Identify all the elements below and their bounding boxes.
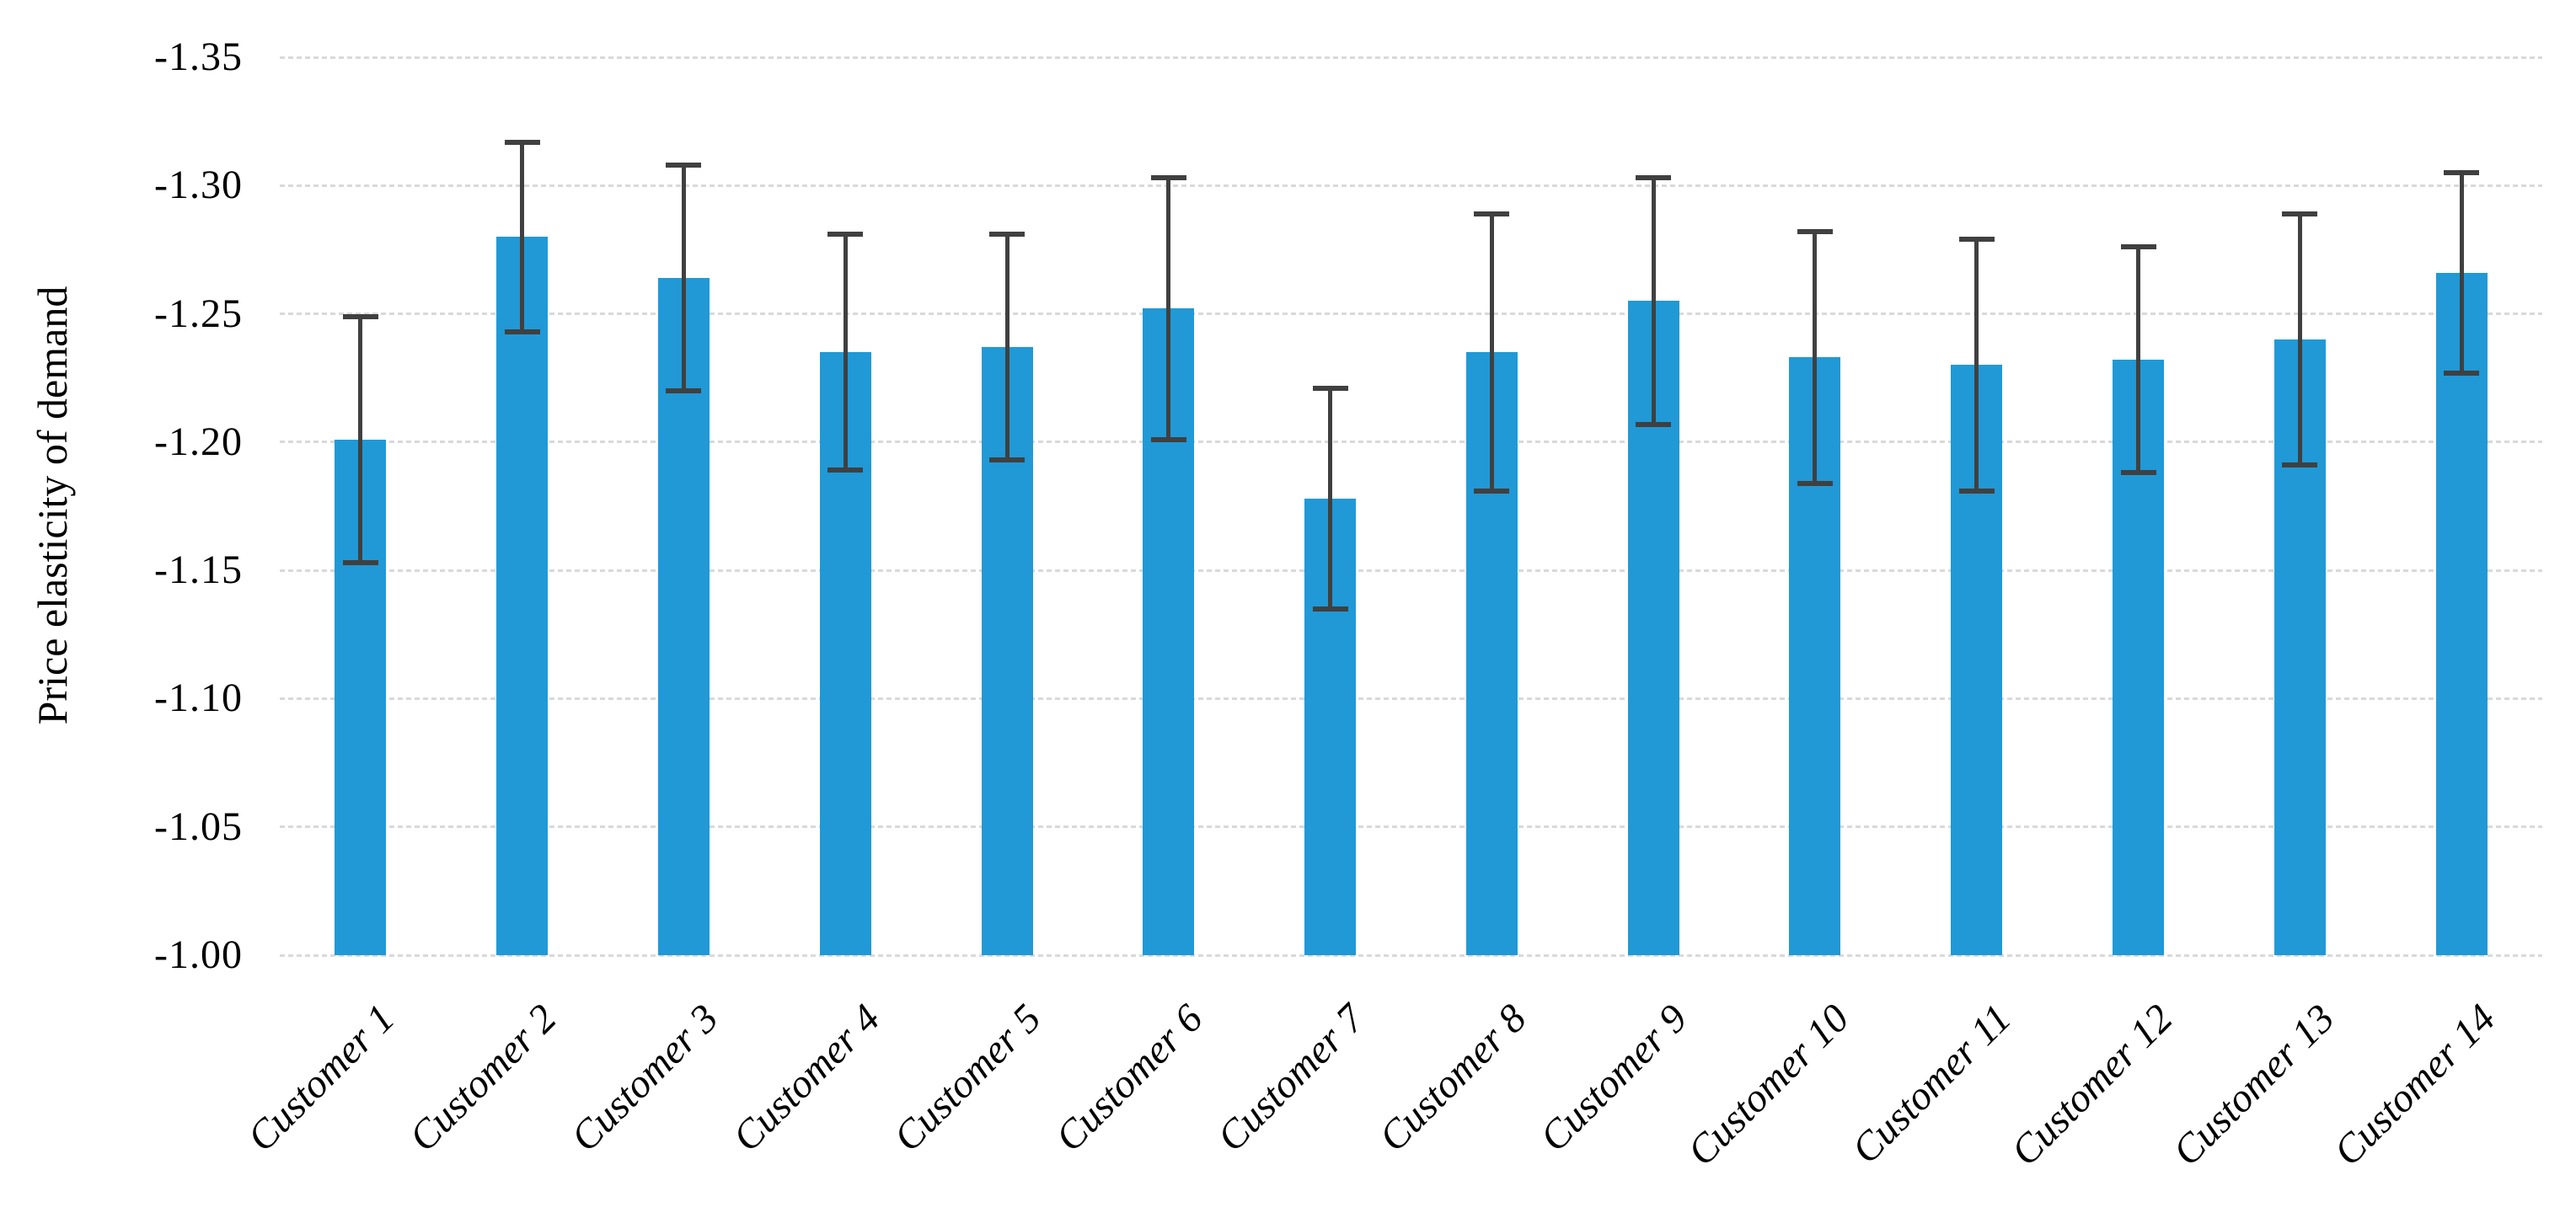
error-bar-top-cap: [342, 313, 378, 319]
gridline: [280, 825, 2542, 829]
x-axis-label-text: Customer 4: [724, 996, 889, 1161]
error-bar-bottom-cap: [504, 329, 540, 334]
error-bar-top-cap: [1312, 385, 1348, 391]
error-bar-line: [843, 234, 848, 471]
x-axis-label-text: Customer 8: [1370, 996, 1535, 1161]
error-bar-bottom-cap: [1797, 480, 1833, 486]
y-tick-label: -1.25: [154, 291, 243, 336]
error-bar-bottom-cap: [1474, 488, 1510, 494]
error-bar-top-cap: [1150, 175, 1186, 181]
x-axis-label-text: Customer 1: [238, 996, 404, 1161]
error-bar-bottom-cap: [342, 560, 378, 565]
error-bar-top-cap: [989, 232, 1026, 238]
error-bar-line: [520, 142, 525, 332]
y-tick-label: -1.10: [154, 676, 243, 721]
gridline: [280, 184, 2542, 187]
error-bar-line: [358, 316, 363, 563]
x-axis-label-text: Customer 11: [1843, 996, 2020, 1173]
x-axis-label-text: Customer 5: [885, 996, 1050, 1161]
x-axis-label-text: Customer 10: [1679, 996, 1858, 1175]
error-bar-line: [681, 164, 686, 391]
error-bar-top-cap: [1797, 229, 1833, 235]
error-bar-line: [1166, 178, 1171, 440]
gridline: [280, 313, 2542, 316]
bar: [2435, 272, 2488, 955]
error-bar-bottom-cap: [2282, 462, 2318, 468]
y-tick-label: -1.35: [154, 35, 243, 79]
error-bar-top-cap: [504, 139, 540, 145]
error-bar-top-cap: [1474, 211, 1510, 216]
x-axis-label-text: Customer 2: [400, 996, 565, 1161]
error-bar-line: [1004, 234, 1010, 461]
error-bar-bottom-cap: [1312, 606, 1348, 612]
gridline: [280, 697, 2542, 700]
error-bar-top-cap: [2282, 211, 2318, 216]
error-bar-line: [1813, 232, 1818, 483]
error-bar-line: [1328, 387, 1333, 609]
error-bar-bottom-cap: [1958, 488, 1995, 494]
x-axis-label-text: Customer 7: [1208, 996, 1374, 1161]
plot-area: [280, 57, 2542, 955]
error-bar-top-cap: [1958, 237, 1995, 243]
y-tick-label: -1.00: [154, 932, 243, 977]
x-axis-label-text: Customer 12: [2002, 996, 2182, 1175]
gridline: [280, 441, 2542, 444]
error-bar-line: [2459, 173, 2464, 373]
error-bar-line: [1489, 213, 1494, 491]
y-tick-label: -1.15: [154, 548, 243, 593]
error-bar-line: [1651, 178, 1656, 425]
error-bar-bottom-cap: [2120, 470, 2156, 476]
error-bar-bottom-cap: [827, 467, 864, 473]
error-bar-bottom-cap: [2444, 370, 2480, 376]
x-axis-label-text: Customer 13: [2164, 996, 2343, 1175]
gridline: [280, 56, 2542, 59]
bar: [496, 237, 549, 955]
error-bar-bottom-cap: [989, 457, 1026, 463]
error-bar-bottom-cap: [1636, 421, 1672, 427]
error-bar-top-cap: [666, 162, 702, 168]
error-bar-top-cap: [827, 232, 864, 238]
x-axis-label-text: Customer 9: [1532, 996, 1696, 1161]
x-axis-label-text: Customer 14: [2325, 996, 2504, 1175]
error-bar-bottom-cap: [666, 387, 702, 393]
gridline: [280, 569, 2542, 572]
error-bar-line: [2297, 213, 2302, 466]
y-tick-label: -1.05: [154, 804, 243, 849]
x-axis-label-text: Customer 3: [562, 996, 727, 1161]
y-tick-label: -1.20: [154, 419, 243, 464]
x-axis-label-text: Customer 6: [1047, 996, 1212, 1161]
error-bar-line: [1974, 239, 1979, 491]
error-bar-line: [2136, 247, 2141, 473]
x-axis-baseline: [280, 954, 2542, 957]
error-bar-top-cap: [1636, 175, 1672, 181]
error-bar-top-cap: [2120, 244, 2156, 250]
error-bar-bottom-cap: [1150, 436, 1186, 442]
error-bar-top-cap: [2444, 170, 2480, 176]
y-tick-label: -1.30: [154, 163, 243, 208]
y-axis-title: Price elasticity of demand: [29, 286, 76, 725]
